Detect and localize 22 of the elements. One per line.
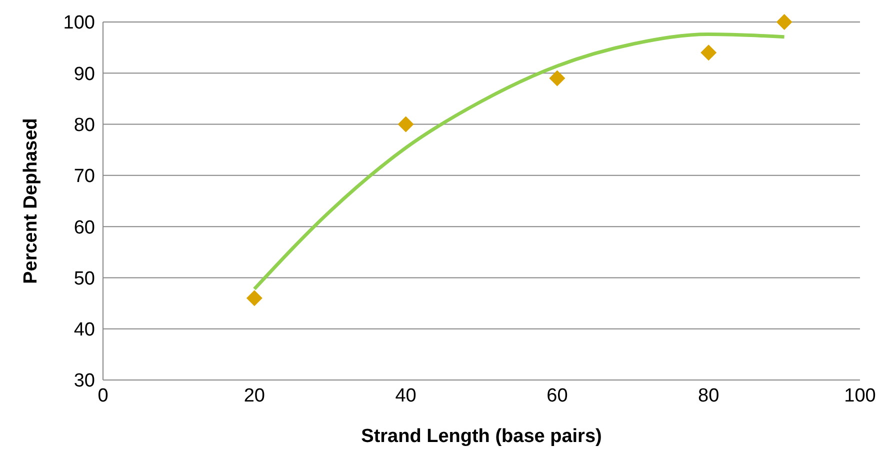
y-tick-label: 90: [74, 64, 95, 85]
x-tick-label: 100: [844, 385, 876, 406]
point: [549, 70, 566, 86]
y-tick-label: 100: [63, 12, 95, 34]
y-tick-label: 60: [74, 217, 95, 238]
y-tick-label: 50: [74, 268, 95, 290]
x-tick-label: 40: [395, 385, 416, 406]
point: [700, 44, 717, 61]
y-tick-label: 30: [74, 370, 95, 392]
y-tick-label: 80: [74, 115, 95, 136]
y-axis-title: Percent Dephased: [20, 118, 42, 284]
x-tick-label: 60: [546, 385, 568, 406]
x-tick-label: 20: [244, 385, 265, 406]
point: [398, 116, 414, 132]
y-tick-label: 40: [74, 320, 95, 341]
y-tick-label: 70: [74, 166, 95, 188]
x-axis-title: Strand Length (base pairs): [361, 426, 602, 447]
x-tick-label: 0: [98, 385, 108, 406]
line-series: [252, 32, 786, 291]
point: [246, 290, 262, 306]
x-tick-label: 80: [698, 385, 720, 406]
point: [776, 14, 792, 30]
